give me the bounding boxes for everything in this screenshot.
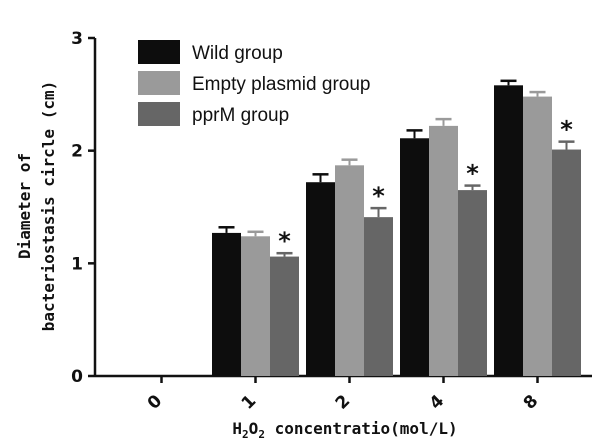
legend-swatch <box>138 40 180 64</box>
bar <box>306 182 335 376</box>
legend-swatch <box>138 71 180 95</box>
legend-label: pprM group <box>192 105 289 126</box>
legend-swatch <box>138 102 180 126</box>
bar <box>241 236 270 376</box>
bar <box>458 190 487 376</box>
y-tick-label: 0 <box>71 367 83 387</box>
y-tick-label: 3 <box>71 29 83 49</box>
significance-star: * <box>466 160 479 188</box>
bar <box>494 85 523 376</box>
legend: Wild group Empty plasmid group pprM group <box>138 40 370 126</box>
x-tick-label: 2 <box>332 391 355 414</box>
y-tick-label: 1 <box>71 254 83 274</box>
significance-star: * <box>372 182 385 210</box>
legend-label: Empty plasmid group <box>192 74 370 95</box>
significance-star: * <box>278 227 291 255</box>
x-tick-label: 0 <box>144 391 167 414</box>
bar <box>400 138 429 376</box>
bar <box>523 96 552 376</box>
x-tick-label: 8 <box>520 391 543 414</box>
y-axis-label-line-1: Diameter of <box>15 153 34 259</box>
x-tick-label: 1 <box>238 391 261 414</box>
bar <box>212 232 241 376</box>
x-axis-label: H2O2 concentratio(mol/L) <box>232 419 457 441</box>
bar <box>270 256 299 376</box>
legend-label: Wild group <box>192 43 283 64</box>
bar <box>364 217 393 376</box>
y-tick-label: 2 <box>71 142 83 162</box>
significance-star: * <box>560 116 573 144</box>
plot-area: 0 1 2 3 0 1 2 4 8 * * * * <box>71 29 592 414</box>
y-axis-label-line-2: bacteriostasis circle (cm) <box>39 81 58 331</box>
bar <box>335 165 364 376</box>
bar <box>429 125 458 376</box>
bar <box>552 149 581 376</box>
x-tick-label: 4 <box>426 391 449 414</box>
